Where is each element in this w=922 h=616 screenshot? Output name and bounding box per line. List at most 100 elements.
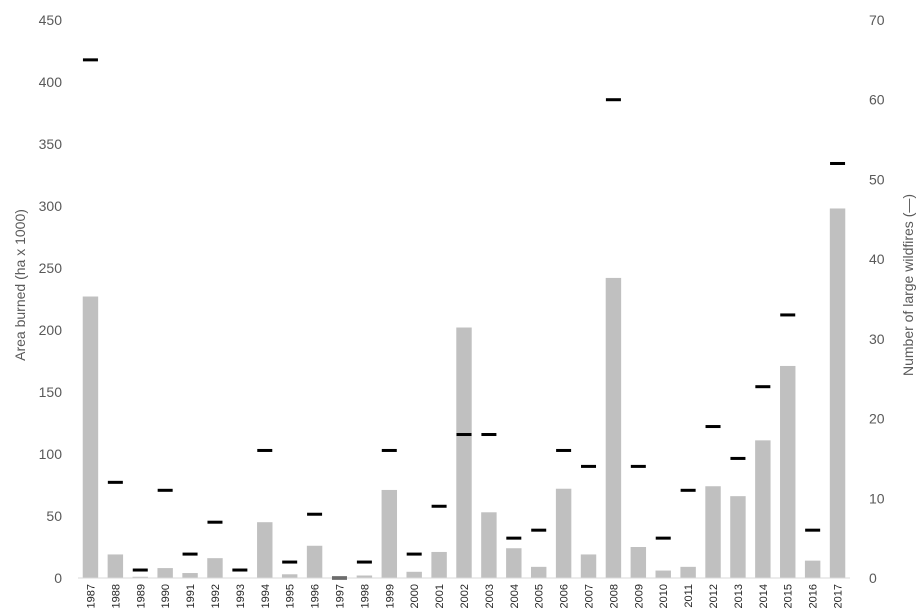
left-tick-label: 350 — [39, 136, 63, 152]
x-tick-label: 2009 — [633, 584, 645, 608]
bar-2007 — [580, 554, 597, 578]
bar-2002 — [456, 327, 472, 578]
x-tick-label: 2012 — [708, 584, 720, 608]
x-tick-label: 2015 — [783, 584, 795, 608]
right-tick-label: 60 — [869, 92, 885, 108]
right-tick-label: 30 — [869, 331, 885, 347]
bar-2010 — [655, 570, 671, 578]
x-tick-label: 2014 — [758, 584, 770, 608]
bar-2014 — [755, 440, 771, 578]
wildfire-marker-2002 — [456, 433, 472, 437]
wildfire-marker-2000 — [406, 552, 422, 556]
x-tick-label: 1992 — [210, 584, 222, 608]
wildfire-marker-2013 — [730, 456, 746, 460]
left-axis-ticks: 0 50 100 150 200 250 300 350 400 450 — [39, 12, 63, 586]
x-tick-label: 1999 — [384, 584, 396, 608]
wildfire-marker-2003 — [481, 433, 497, 437]
left-tick-label: 50 — [46, 508, 62, 524]
x-tick-label: 2003 — [484, 584, 496, 608]
wildfire-marker-1989 — [132, 568, 148, 572]
x-tick-label: 2007 — [584, 584, 596, 608]
bar-1994 — [257, 522, 273, 578]
x-tick-label: 2004 — [509, 584, 521, 608]
bar-1987 — [82, 296, 99, 578]
wildfire-marker-2001 — [431, 504, 447, 508]
wildfire-marker-2011 — [680, 488, 696, 492]
bar-2004 — [506, 548, 522, 578]
left-tick-label: 400 — [39, 74, 63, 90]
x-tick-label: 2008 — [608, 584, 620, 608]
bar-2008 — [605, 277, 622, 578]
x-tick-label: 1988 — [110, 584, 122, 608]
bar-1995 — [281, 574, 298, 578]
wildfire-marker-2006 — [556, 448, 572, 452]
wildfire-marker-2010 — [655, 536, 671, 540]
bar-2013 — [730, 496, 746, 578]
bar-2003 — [481, 512, 497, 578]
x-tick-label: 2011 — [683, 584, 695, 608]
bar-1996 — [306, 545, 323, 578]
x-tick-label: 2013 — [733, 584, 745, 608]
bar-1989 — [132, 576, 148, 578]
wildfire-marker-1992 — [207, 520, 223, 524]
bar-1990 — [157, 568, 173, 578]
wildfire-marker-2008 — [605, 98, 621, 102]
right-axis-title: Number of large wildfires (—) — [900, 194, 916, 376]
x-tick-label: 2001 — [434, 584, 446, 608]
left-tick-label: 100 — [39, 446, 63, 462]
wildfire-marker-1990 — [157, 488, 173, 492]
x-tick-label: 2006 — [559, 584, 571, 608]
right-tick-label: 10 — [869, 490, 885, 506]
x-tick-label: 1996 — [310, 584, 322, 608]
wildfire-marker-2007 — [581, 464, 597, 468]
bar-2016 — [804, 560, 821, 578]
x-tick-label: 2017 — [833, 584, 845, 608]
left-tick-label: 150 — [39, 384, 63, 400]
wildfire-marker-2017 — [830, 161, 846, 165]
bar-2009 — [630, 547, 647, 578]
bar-2011 — [680, 566, 696, 578]
x-tick-label: 1998 — [359, 584, 371, 608]
right-tick-label: 70 — [869, 12, 885, 28]
right-tick-label: 40 — [869, 251, 885, 267]
bar-1999 — [381, 489, 398, 578]
x-tick-label: 1987 — [85, 584, 97, 608]
right-tick-label: 20 — [869, 411, 885, 427]
x-tick-label: 2002 — [459, 584, 471, 608]
wildfire-marker-1991 — [182, 552, 198, 556]
wildfire-marker-2016 — [805, 528, 821, 532]
x-tick-label: 2000 — [409, 584, 421, 608]
right-axis-ticks: 0 10 20 30 40 50 60 70 — [869, 12, 885, 586]
bar-2006 — [555, 488, 572, 578]
wildfire-marker-2012 — [705, 425, 721, 429]
wildfire-marker-2005 — [531, 528, 547, 532]
left-tick-label: 450 — [39, 12, 63, 28]
bar-2000 — [406, 571, 422, 578]
left-tick-label: 0 — [54, 570, 62, 586]
bar-1988 — [107, 554, 124, 578]
wildfire-marker-1994 — [257, 448, 273, 452]
wildfire-marker-1993 — [232, 568, 248, 572]
bar-2015 — [780, 365, 796, 578]
bar-1992 — [207, 558, 223, 578]
wildfire-marker-1988 — [107, 480, 123, 484]
bar-2001 — [431, 551, 447, 578]
bar-2005 — [530, 566, 547, 578]
x-tick-label: 2010 — [658, 584, 670, 608]
left-tick-label: 200 — [39, 322, 63, 338]
wildfire-marker-2015 — [780, 313, 796, 317]
bar-1991 — [182, 573, 198, 578]
x-axis-ticks: 1987 1988 1989 1990 1991 1992 1993 1994 1995 1996… — [85, 584, 844, 608]
bar-2012 — [705, 486, 721, 578]
wildfire-marker-2009 — [630, 464, 646, 468]
bar-series — [82, 208, 846, 579]
x-tick-label: 1994 — [260, 584, 272, 608]
wildfire-marker-1998 — [356, 560, 372, 564]
right-tick-label: 50 — [869, 171, 885, 187]
right-tick-label: 0 — [869, 570, 877, 586]
x-tick-label: 1993 — [235, 584, 247, 608]
wildfire-count-series — [82, 58, 846, 580]
x-tick-label: 1995 — [285, 584, 297, 608]
left-axis-title: Area burned (ha x 1000) — [12, 209, 28, 361]
